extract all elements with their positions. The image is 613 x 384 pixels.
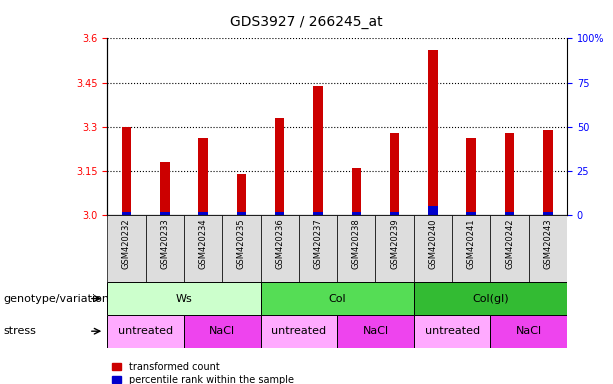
Text: GSM420232: GSM420232 [122, 218, 131, 269]
Text: Col(gl): Col(gl) [472, 293, 509, 304]
FancyBboxPatch shape [222, 215, 261, 282]
FancyBboxPatch shape [261, 282, 414, 315]
Text: untreated: untreated [118, 326, 173, 336]
Text: genotype/variation: genotype/variation [3, 293, 109, 304]
Text: GSM420243: GSM420243 [543, 218, 552, 269]
FancyBboxPatch shape [145, 215, 184, 282]
Bar [428, 206, 438, 215]
Text: GSM420236: GSM420236 [275, 218, 284, 269]
Text: GSM420233: GSM420233 [160, 218, 169, 269]
FancyBboxPatch shape [337, 315, 414, 348]
Bar [351, 168, 361, 215]
FancyBboxPatch shape [375, 215, 414, 282]
FancyBboxPatch shape [414, 282, 567, 315]
Bar [160, 162, 170, 215]
Text: GSM420240: GSM420240 [428, 218, 438, 269]
Bar [121, 212, 131, 215]
FancyBboxPatch shape [261, 315, 337, 348]
Bar [237, 212, 246, 215]
Bar [275, 118, 284, 215]
Bar [543, 130, 553, 215]
Text: GSM420237: GSM420237 [313, 218, 322, 269]
FancyBboxPatch shape [107, 215, 145, 282]
Text: GDS3927 / 266245_at: GDS3927 / 266245_at [230, 15, 383, 29]
FancyBboxPatch shape [107, 282, 261, 315]
FancyBboxPatch shape [490, 315, 567, 348]
Bar [313, 212, 323, 215]
FancyBboxPatch shape [184, 215, 222, 282]
Text: GSM420242: GSM420242 [505, 218, 514, 269]
FancyBboxPatch shape [490, 215, 528, 282]
FancyBboxPatch shape [337, 215, 375, 282]
Bar [466, 139, 476, 215]
FancyBboxPatch shape [107, 315, 184, 348]
Bar [313, 86, 323, 215]
Bar [160, 212, 170, 215]
Bar [198, 139, 208, 215]
Text: untreated: untreated [425, 326, 479, 336]
Text: stress: stress [3, 326, 36, 336]
Bar [543, 212, 553, 215]
FancyBboxPatch shape [528, 215, 567, 282]
Text: NaCl: NaCl [209, 326, 235, 336]
Legend: transformed count, percentile rank within the sample: transformed count, percentile rank withi… [112, 362, 294, 384]
Bar [390, 212, 400, 215]
Bar [237, 174, 246, 215]
Bar [466, 212, 476, 215]
Text: GSM420238: GSM420238 [352, 218, 361, 269]
FancyBboxPatch shape [414, 215, 452, 282]
Bar [504, 212, 514, 215]
Bar [351, 212, 361, 215]
Text: GSM420239: GSM420239 [390, 218, 399, 269]
Bar [390, 132, 400, 215]
FancyBboxPatch shape [184, 315, 261, 348]
Bar [504, 132, 514, 215]
Text: Ws: Ws [175, 293, 192, 304]
Bar [198, 212, 208, 215]
FancyBboxPatch shape [414, 315, 490, 348]
Bar [121, 127, 131, 215]
Bar [428, 50, 438, 215]
Text: GSM420234: GSM420234 [199, 218, 208, 269]
FancyBboxPatch shape [261, 215, 299, 282]
Text: NaCl: NaCl [516, 326, 542, 336]
Text: NaCl: NaCl [362, 326, 389, 336]
FancyBboxPatch shape [299, 215, 337, 282]
FancyBboxPatch shape [452, 215, 490, 282]
Bar [275, 212, 284, 215]
Text: untreated: untreated [272, 326, 326, 336]
Text: Col: Col [329, 293, 346, 304]
Text: GSM420241: GSM420241 [466, 218, 476, 269]
Text: GSM420235: GSM420235 [237, 218, 246, 269]
